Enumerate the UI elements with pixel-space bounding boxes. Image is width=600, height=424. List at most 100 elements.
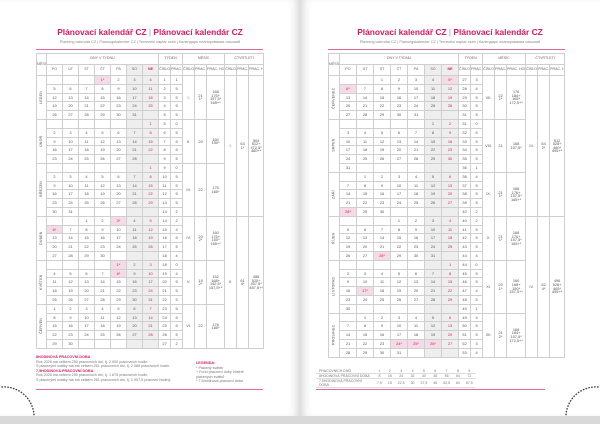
- day-cell: 2: [390, 75, 408, 85]
- day-cell: 3*: [110, 215, 127, 226]
- day-cell: 15: [141, 180, 160, 191]
- value-line: 2*: [198, 237, 203, 243]
- day-cell: 16: [390, 92, 408, 103]
- col-day: ST: [373, 64, 391, 76]
- day-cell: [424, 303, 442, 314]
- week-work-days: 5: [170, 127, 184, 138]
- day-cell: 8: [373, 83, 391, 94]
- day-cell: 9: [339, 277, 357, 288]
- day-cell: 26: [94, 198, 111, 208]
- day-cell: 30: [390, 110, 408, 120]
- note-line: S placenými svátky má rok celkem 261 pra…: [36, 364, 171, 369]
- day-cell: 6: [440, 312, 460, 323]
- day-cell: 18: [373, 286, 391, 296]
- day-cell: [390, 162, 408, 173]
- day-cell: 5: [424, 312, 442, 323]
- col-day: ČT: [390, 64, 408, 76]
- day-cell: 12: [141, 224, 160, 235]
- quarter-work-hours: 488 520+ 457,5* 487,5+*: [248, 215, 265, 349]
- col-days: DNY V TÝDNU: [45, 53, 160, 65]
- day-cell: 3: [62, 127, 79, 138]
- month-number: IX.: [482, 171, 496, 217]
- value-line: 157,5*: [510, 334, 522, 339]
- week-number: 9: [158, 162, 172, 173]
- day-cell: 15: [94, 92, 111, 103]
- col-number: ČÍSLO: [224, 64, 238, 76]
- day-cell: 15: [373, 92, 391, 103]
- week-row: 15 16 17 18 19 20 21 25 5: [37, 321, 264, 332]
- week-work-days: 5: [470, 110, 484, 120]
- day-cell: 5: [424, 171, 442, 182]
- week-work-days: 4: [470, 83, 484, 94]
- month-work-days: 22 1*: [494, 75, 508, 120]
- day-cell: 14: [78, 92, 95, 103]
- day-cell: 28: [407, 154, 425, 164]
- day-cell: 6: [126, 303, 143, 314]
- quarter-number: III.: [525, 75, 539, 217]
- month-number: I.: [182, 75, 196, 120]
- summary-value: 5: [417, 369, 431, 375]
- month-work-hours: 160 150*: [206, 118, 226, 164]
- week-work-days: 5: [170, 92, 184, 103]
- day-cell: 6: [110, 127, 127, 138]
- day-cell: [110, 250, 127, 261]
- day-cell: [424, 110, 442, 120]
- day-cell: 10: [62, 180, 79, 191]
- col-day: PÁ: [110, 64, 127, 76]
- month-work-hours: 160 168+ 150* 157,5+*: [506, 259, 527, 314]
- day-cell: 3: [141, 259, 160, 270]
- day-cell: 23: [373, 338, 391, 349]
- col-number: ČÍSLO: [482, 64, 496, 76]
- col-month-group: MĚSÍC: [482, 53, 527, 65]
- day-cell: 7: [94, 268, 111, 279]
- note-heading: 7,5HODINOVÁ PRACOVNÍ DOBA: [36, 368, 94, 373]
- day-cell: 23: [407, 242, 425, 252]
- week-row: 24 25 26 27 28 29 30 35 5: [329, 154, 565, 164]
- day-cell: 7: [141, 303, 160, 314]
- week-number: 40: [458, 206, 472, 217]
- day-cell: 15: [46, 321, 63, 332]
- value-line: 4*: [240, 281, 245, 287]
- week-work-days: 4: [470, 347, 484, 358]
- month-work-days: 20: [194, 118, 208, 164]
- day-cell: [339, 118, 357, 129]
- week-work-days: 5: [470, 145, 484, 156]
- value-line: 520+: [251, 277, 261, 283]
- day-cell: 28: [141, 330, 160, 340]
- day-cell: 18: [407, 189, 425, 200]
- week-work-days: 5: [470, 154, 484, 164]
- day-cell: [110, 162, 127, 173]
- day-cell: 14: [62, 233, 79, 244]
- day-cell: 28: [356, 110, 374, 120]
- day-cell: 9: [373, 180, 391, 191]
- day-cell: 13: [407, 277, 425, 288]
- week-number: 49: [458, 312, 472, 323]
- month-name: SRPEN: [328, 119, 340, 173]
- month-name: DUBEN: [36, 216, 47, 261]
- day-cell: 24: [424, 242, 442, 252]
- week-work-days: 5: [470, 198, 484, 208]
- day-cell: 24: [356, 294, 374, 305]
- day-cell: 3: [62, 171, 79, 182]
- day-cell: [46, 118, 63, 129]
- day-cell: 20: [62, 101, 79, 112]
- week-row: 2 3 4 5 6 7 8 10 5: [37, 171, 264, 182]
- day-cell: 28: [424, 294, 442, 305]
- day-cell: [94, 338, 111, 349]
- value-line: 176+: [211, 233, 220, 239]
- week-number: 3: [158, 92, 172, 103]
- month-work-hours: 168 176+ 157,5* 165+*: [206, 75, 226, 120]
- note-line: Rok 2026 má celkem 250 pracovních dní, t…: [36, 373, 149, 378]
- day-cell: 29: [356, 347, 374, 358]
- week-work-days: 4: [470, 250, 484, 261]
- day-cell: [110, 118, 127, 129]
- col-work-hours: PRAC. HODIN: [206, 64, 226, 76]
- week-row: ŘÍJEN 1 2 3 4 40 2 X. 21 1* 168 176+ 157,5* 165+* IV. 6…: [328, 215, 566, 358]
- value-line: 160: [212, 230, 219, 236]
- value-line: 20: [198, 138, 203, 144]
- legend-title: LEGENDA:: [196, 361, 216, 365]
- day-cell: 10: [141, 268, 160, 279]
- value-line: 22: [498, 92, 503, 98]
- week-work-days: 0: [170, 118, 184, 129]
- week-work-days: 5: [170, 198, 184, 208]
